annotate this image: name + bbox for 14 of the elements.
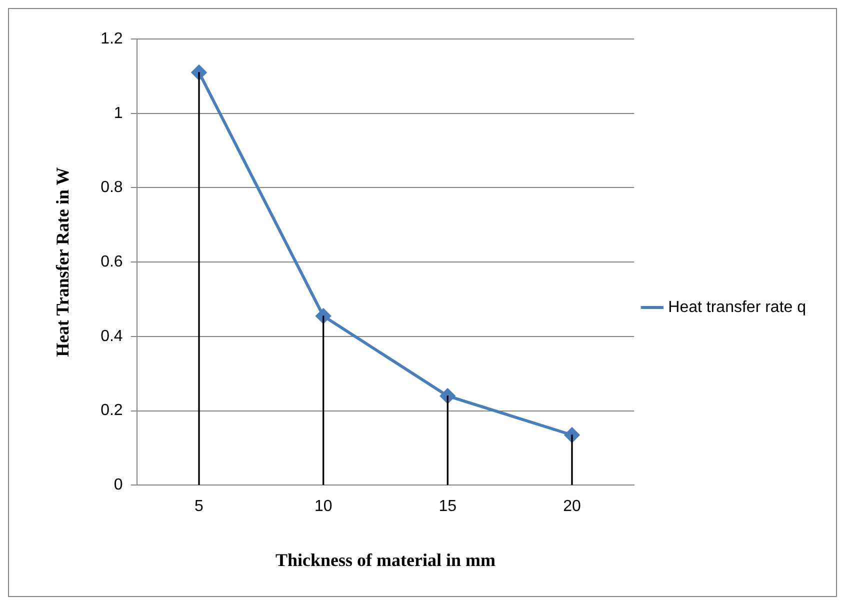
y-tick-label: 0.8 (100, 179, 123, 196)
x-tick-label: 10 (314, 498, 332, 516)
y-tick-label: 0 (114, 476, 123, 494)
x-tick-label: 5 (194, 498, 204, 516)
y-tick-label: 0.4 (100, 328, 123, 345)
legend-label: Heat transfer rate q (668, 298, 806, 316)
y-axis-title: Heat Transfer Rate in W (52, 167, 72, 357)
y-tick-label: 0.2 (100, 402, 123, 420)
x-tick-label: 15 (438, 498, 457, 516)
y-tick-label: 1 (114, 104, 123, 122)
y-tick-label: 0.6 (100, 254, 123, 271)
x-axis-title: Thickness of material in mm (276, 550, 496, 570)
y-tick-label: 1.2 (100, 30, 123, 48)
x-tick-label: 20 (563, 498, 581, 516)
